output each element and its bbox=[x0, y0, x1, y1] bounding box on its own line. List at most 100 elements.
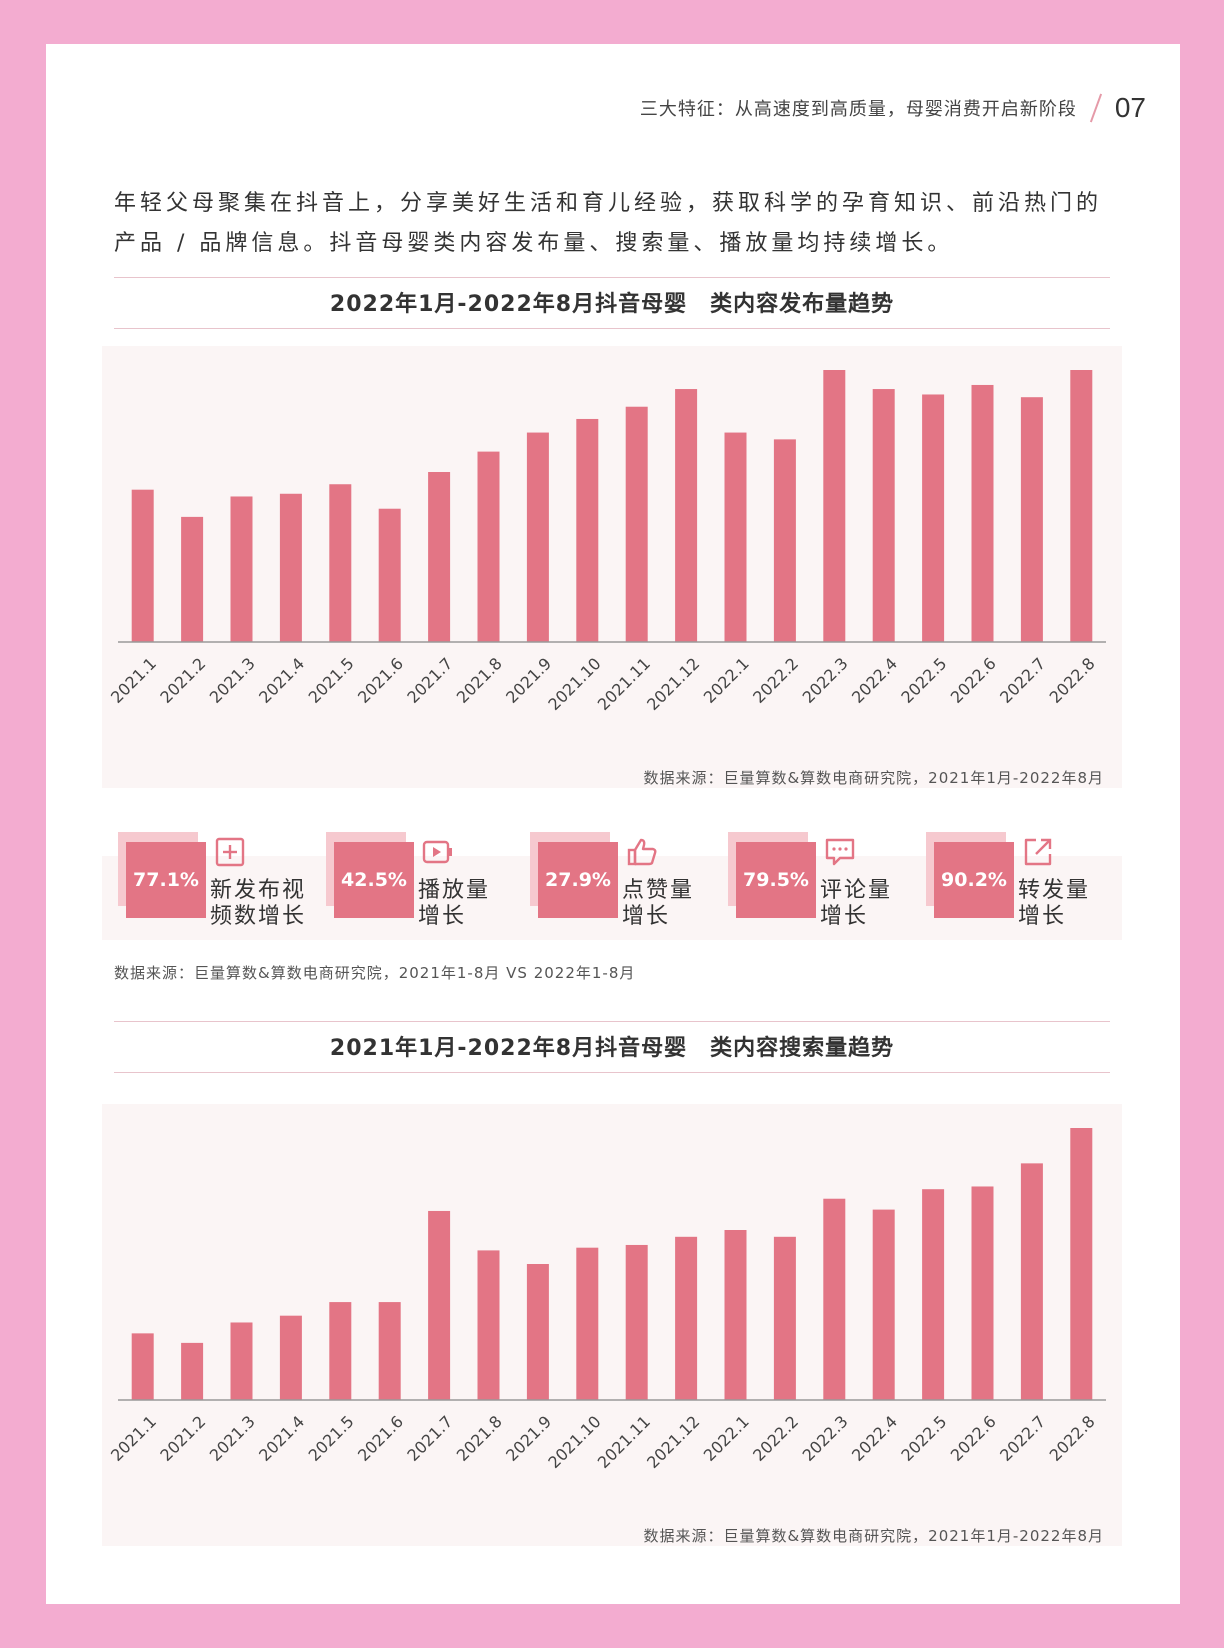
x-tick-label: 2021.1 bbox=[107, 1412, 160, 1465]
header-divider bbox=[1089, 93, 1102, 123]
bar-2021.6 bbox=[378, 508, 401, 642]
bar-2021.3 bbox=[230, 496, 253, 642]
bar-2021.10 bbox=[576, 418, 599, 642]
thumbs-up-icon bbox=[627, 838, 657, 866]
plus-square-icon bbox=[215, 837, 245, 867]
divider-line bbox=[114, 328, 1110, 329]
bar-2021.2 bbox=[181, 516, 204, 642]
bar-2021.4 bbox=[279, 493, 302, 642]
x-tick-label: 2022.8 bbox=[1046, 654, 1099, 707]
stats-source: 数据来源：巨量算数&算数电商研究院，2021年1-8月 VS 2022年1-8月 bbox=[114, 964, 636, 982]
bar-2021.2 bbox=[181, 1342, 204, 1400]
x-tick-label: 2021.8 bbox=[453, 1412, 506, 1465]
bar-2021.8 bbox=[477, 451, 500, 642]
publish-volume-chart-svg: 2021.12021.22021.32021.42021.52021.62021… bbox=[107, 370, 1106, 714]
bar-2021.11 bbox=[625, 1244, 648, 1400]
bar-2021.11 bbox=[625, 406, 648, 642]
bar-2021.6 bbox=[378, 1302, 401, 1400]
bar-2022.4 bbox=[872, 389, 895, 642]
stat-value: 27.9% bbox=[538, 842, 618, 918]
bar-2021.4 bbox=[279, 1315, 302, 1400]
bar-2022.8 bbox=[1070, 1128, 1093, 1400]
x-tick-label: 2022.4 bbox=[848, 1412, 901, 1465]
x-tick-label: 2021.2 bbox=[156, 654, 209, 707]
x-tick-label: 2021.5 bbox=[305, 654, 358, 707]
stat-label: 新发布视 频数增长 bbox=[210, 878, 307, 929]
divider-line bbox=[114, 1021, 1110, 1022]
stat-label: 转发量 增长 bbox=[1018, 878, 1091, 929]
x-tick-label: 2022.4 bbox=[848, 654, 901, 707]
x-tick-label: 2021.3 bbox=[206, 654, 259, 707]
x-tick-label: 2021.10 bbox=[544, 654, 604, 714]
x-tick-label: 2022.1 bbox=[700, 1412, 753, 1465]
stat-value: 79.5% bbox=[736, 842, 816, 918]
bar-2022.7 bbox=[1020, 397, 1043, 642]
page-header: 三大特征：从高速度到高质量，母婴消费开启新阶段 07 bbox=[640, 92, 1146, 124]
x-tick-label: 2021.10 bbox=[544, 1412, 604, 1472]
x-tick-label: 2022.2 bbox=[749, 1412, 802, 1465]
video-play-icon bbox=[422, 840, 452, 864]
x-tick-label: 2021.5 bbox=[305, 1412, 358, 1465]
x-tick-label: 2021.8 bbox=[453, 654, 506, 707]
x-tick-label: 2021.4 bbox=[255, 654, 308, 707]
x-tick-label: 2022.3 bbox=[799, 654, 852, 707]
bar-2022.8 bbox=[1070, 370, 1093, 642]
bar-2022.3 bbox=[823, 1198, 846, 1400]
x-tick-label: 2021.12 bbox=[643, 654, 703, 714]
share-icon bbox=[1024, 838, 1052, 866]
bar-2022.1 bbox=[724, 1230, 747, 1400]
bar-2021.5 bbox=[329, 1302, 352, 1400]
x-tick-label: 2022.5 bbox=[897, 654, 950, 707]
bar-2022.4 bbox=[872, 1209, 895, 1400]
stat-value: 90.2% bbox=[934, 842, 1014, 918]
x-tick-label: 2022.1 bbox=[700, 654, 753, 707]
x-tick-label: 2022.8 bbox=[1046, 1412, 1099, 1465]
stat-label: 点赞量 增长 bbox=[622, 878, 695, 929]
stat-value: 77.1% bbox=[126, 842, 206, 918]
bar-2022.6 bbox=[971, 384, 994, 642]
x-tick-label: 2021.6 bbox=[354, 654, 407, 707]
bar-2021.9 bbox=[526, 432, 549, 642]
intro-paragraph: 年轻父母聚集在抖音上，分享美好生活和育儿经验，获取科学的孕育知识、前沿热门的产品… bbox=[114, 191, 1103, 256]
chart-source: 数据来源：巨量算数&算数电商研究院，2021年1月-2022年8月 bbox=[643, 1527, 1104, 1545]
x-tick-label: 2022.5 bbox=[897, 1412, 950, 1465]
x-tick-label: 2021.7 bbox=[403, 654, 456, 707]
bar-2021.9 bbox=[526, 1264, 549, 1400]
x-tick-label: 2021.6 bbox=[354, 1412, 407, 1465]
bar-2022.2 bbox=[773, 1236, 796, 1400]
bar-2022.2 bbox=[773, 439, 796, 642]
report-page: 三大特征：从高速度到高质量，母婴消费开启新阶段 07 年轻父母聚集在抖音上，分享… bbox=[46, 44, 1180, 1604]
stat-label: 播放量 增长 bbox=[418, 878, 491, 929]
bar-2021.8 bbox=[477, 1250, 500, 1400]
bar-2021.1 bbox=[131, 1333, 154, 1400]
bar-2022.5 bbox=[922, 1189, 945, 1400]
bar-2021.5 bbox=[329, 484, 352, 642]
x-tick-label: 2022.6 bbox=[947, 654, 1000, 707]
x-tick-label: 2022.2 bbox=[749, 654, 802, 707]
bar-2022.6 bbox=[971, 1186, 994, 1400]
x-tick-label: 2022.6 bbox=[947, 1412, 1000, 1465]
chart-source: 数据来源：巨量算数&算数电商研究院，2021年1月-2022年8月 bbox=[643, 769, 1104, 787]
chart-title: 2022年1月-2022年8月抖音母婴 类内容发布量趋势 bbox=[329, 292, 895, 317]
x-tick-label: 2022.7 bbox=[996, 654, 1049, 707]
search-volume-chart: 2021.1 2021.2 2021.3 2021.4 2021.5 2021.6 2021… bbox=[102, 1104, 1122, 1546]
x-tick-label: 2021.4 bbox=[255, 1412, 308, 1465]
stat-label: 评论量 增长 bbox=[820, 878, 893, 929]
x-tick-label: 2021.11 bbox=[594, 1412, 654, 1472]
x-tick-label: 2022.3 bbox=[799, 1412, 852, 1465]
bar-2021.1 bbox=[131, 489, 154, 642]
comment-icon bbox=[825, 838, 855, 866]
bar-2022.7 bbox=[1020, 1163, 1043, 1400]
bar-2021.12 bbox=[675, 1236, 698, 1400]
x-tick-label: 2021.3 bbox=[206, 1412, 259, 1465]
bar-2021.10 bbox=[576, 1247, 599, 1400]
page-number: 07 bbox=[1114, 92, 1146, 123]
bar-2021.3 bbox=[230, 1322, 253, 1400]
bar-2022.1 bbox=[724, 432, 747, 642]
divider-line bbox=[114, 1072, 1110, 1073]
bar-2022.5 bbox=[922, 394, 945, 642]
header-title: 三大特征：从高速度到高质量，母婴消费开启新阶段 bbox=[639, 99, 1077, 120]
bar-2021.12 bbox=[675, 389, 698, 642]
stat-value: 42.5% bbox=[334, 842, 414, 918]
publish-volume-chart: 2021.1 2021.2 2021.3 2021.4 2021.5 2021.6 2021… bbox=[102, 346, 1122, 788]
